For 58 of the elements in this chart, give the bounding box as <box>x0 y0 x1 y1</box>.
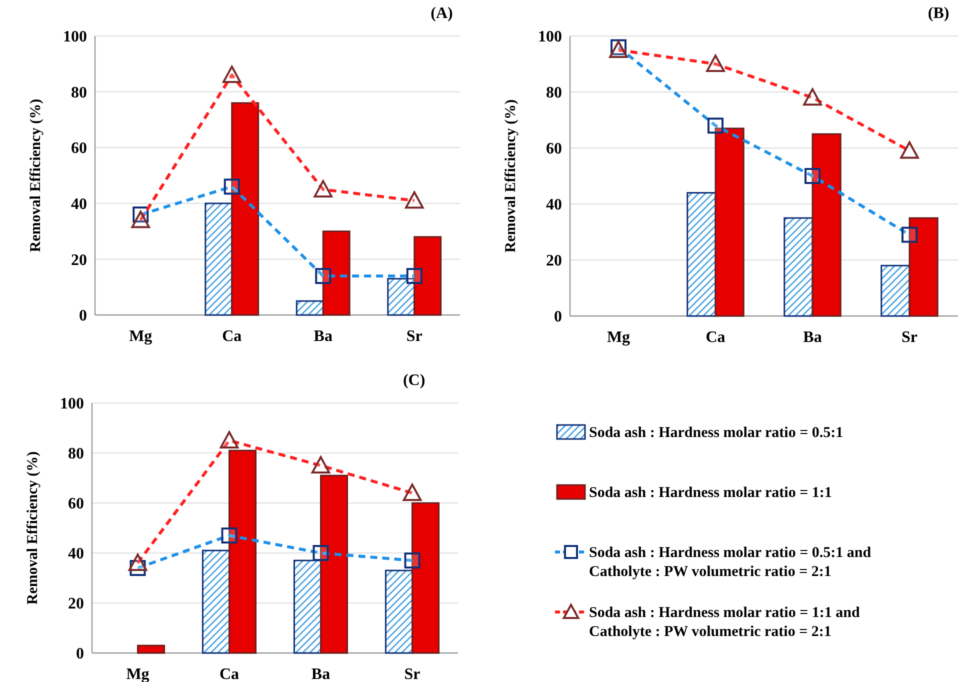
chart-title: (B) <box>928 5 950 22</box>
y-tick-label: 60 <box>71 140 87 158</box>
y-tick-label: 40 <box>68 546 84 563</box>
legend-label: Soda ash : Hardness molar ratio = 1:1 <box>589 485 832 501</box>
bar <box>387 278 416 316</box>
bar <box>137 644 166 654</box>
legend-label: Soda ash : Hardness molar ratio = 0.5:1 <box>589 425 844 441</box>
bar <box>231 102 260 316</box>
bar <box>204 202 233 316</box>
x-tick-label: Ca <box>222 328 242 345</box>
y-axis-title: Removal Efficiency (%) <box>25 451 41 605</box>
bar <box>384 570 413 654</box>
bar <box>322 230 350 316</box>
bar <box>202 550 230 654</box>
y-tick-label: 20 <box>546 252 562 270</box>
x-tick-label: Ca <box>219 666 240 682</box>
legend-label: Soda ash : Hardness molar ratio = 1:1 and Catholyte : PW volumetric ratio = 2:1 <box>589 605 860 640</box>
bar <box>784 217 814 317</box>
y-tick-label: 60 <box>68 496 84 513</box>
y-tick-label: 0 <box>76 646 84 663</box>
chart-title: (C) <box>402 372 426 389</box>
bar <box>908 217 938 317</box>
x-tick-label: Mg <box>606 329 630 346</box>
x-tick-label: Ca <box>706 329 726 346</box>
legend-label: Soda ash : Hardness molar ratio = 0.5:1 and Catholyte : PW volumetric ratio = 2:1 <box>589 545 872 580</box>
y-tick-label: 80 <box>546 84 562 102</box>
bar <box>880 264 910 317</box>
y-tick-label: 20 <box>71 252 87 269</box>
bar <box>296 300 324 316</box>
bar <box>320 474 348 654</box>
bar <box>228 450 257 654</box>
x-tick-label: Mg <box>129 328 152 345</box>
y-tick-label: 20 <box>68 596 84 613</box>
y-tick-label: 80 <box>68 446 84 463</box>
y-tick-label: 100 <box>60 396 84 413</box>
x-tick-label: Ba <box>314 328 332 345</box>
bar <box>414 236 442 316</box>
x-tick-label: Ba <box>803 329 822 346</box>
x-tick-label: Sr <box>902 329 918 346</box>
x-tick-label: Sr <box>404 666 420 682</box>
bar <box>812 133 842 317</box>
y-axis-title: Removal Efficiency (%) <box>28 98 44 252</box>
x-tick-label: Ba <box>311 666 330 682</box>
x-tick-label: Sr <box>406 328 422 345</box>
y-tick-label: 100 <box>63 28 87 46</box>
y-axis-title: Removal Efficiency (%) <box>503 99 519 253</box>
chart-title: (A) <box>430 5 453 22</box>
bar <box>686 192 716 317</box>
y-tick-label: 60 <box>546 140 562 158</box>
bar <box>293 560 322 654</box>
bar <box>714 128 744 317</box>
y-tick-label: 100 <box>538 28 562 46</box>
y-tick-label: 0 <box>554 308 562 326</box>
y-tick-label: 40 <box>546 196 562 214</box>
y-tick-label: 80 <box>71 84 87 102</box>
bar <box>412 502 440 654</box>
y-tick-label: 0 <box>79 308 87 325</box>
y-tick-label: 40 <box>71 196 87 213</box>
